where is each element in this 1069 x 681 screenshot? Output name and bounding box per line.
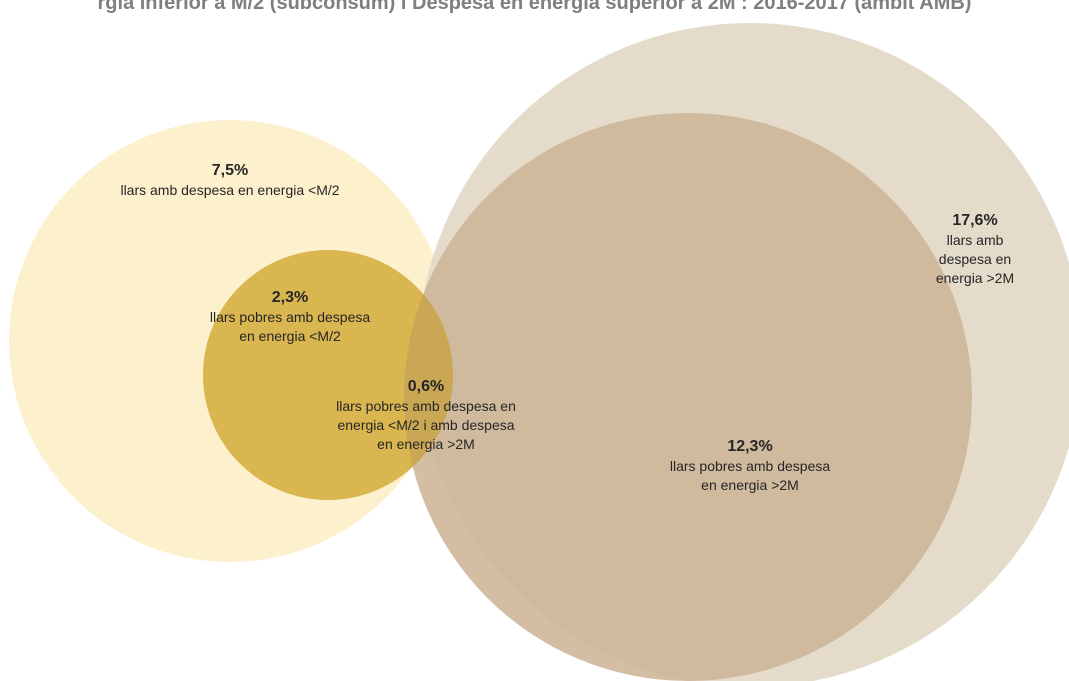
text-intersection: llars pobres amb despesa en energia <M/2… [336, 398, 516, 452]
circle-under-poor [203, 250, 453, 500]
value-under-all: 7,5% [211, 162, 249, 179]
value-over-poor: 12,3% [727, 438, 773, 455]
value-over-all: 17,6% [952, 212, 998, 229]
label-intersection: 0,6% llars pobres amb despesa en energia… [336, 376, 516, 454]
label-over-all: 17,6% llars amb despesa en energia >2M [928, 210, 1022, 288]
label-over-poor: 12,3% llars pobres amb despesa en energi… [670, 436, 830, 495]
text-under-all: llars amb despesa en energia <M/2 [120, 182, 340, 198]
label-under-poor: 2,3% llars pobres amb despesa en energia… [210, 287, 370, 346]
value-under-poor: 2,3% [271, 289, 309, 306]
text-over-poor: llars pobres amb despesa en energia >2M [669, 458, 831, 493]
text-over-all: llars amb despesa en energia >2M [935, 232, 1015, 286]
text-under-poor: llars pobres amb despesa en energia <M/2 [209, 309, 371, 344]
circle-over-poor [404, 113, 972, 681]
label-under-all: 7,5% llars amb despesa en energia <M/2 [120, 160, 339, 200]
chart-title: rgia inferior a M/2 (subconsum) i Despes… [97, 0, 972, 14]
value-intersection: 0,6% [407, 378, 445, 395]
